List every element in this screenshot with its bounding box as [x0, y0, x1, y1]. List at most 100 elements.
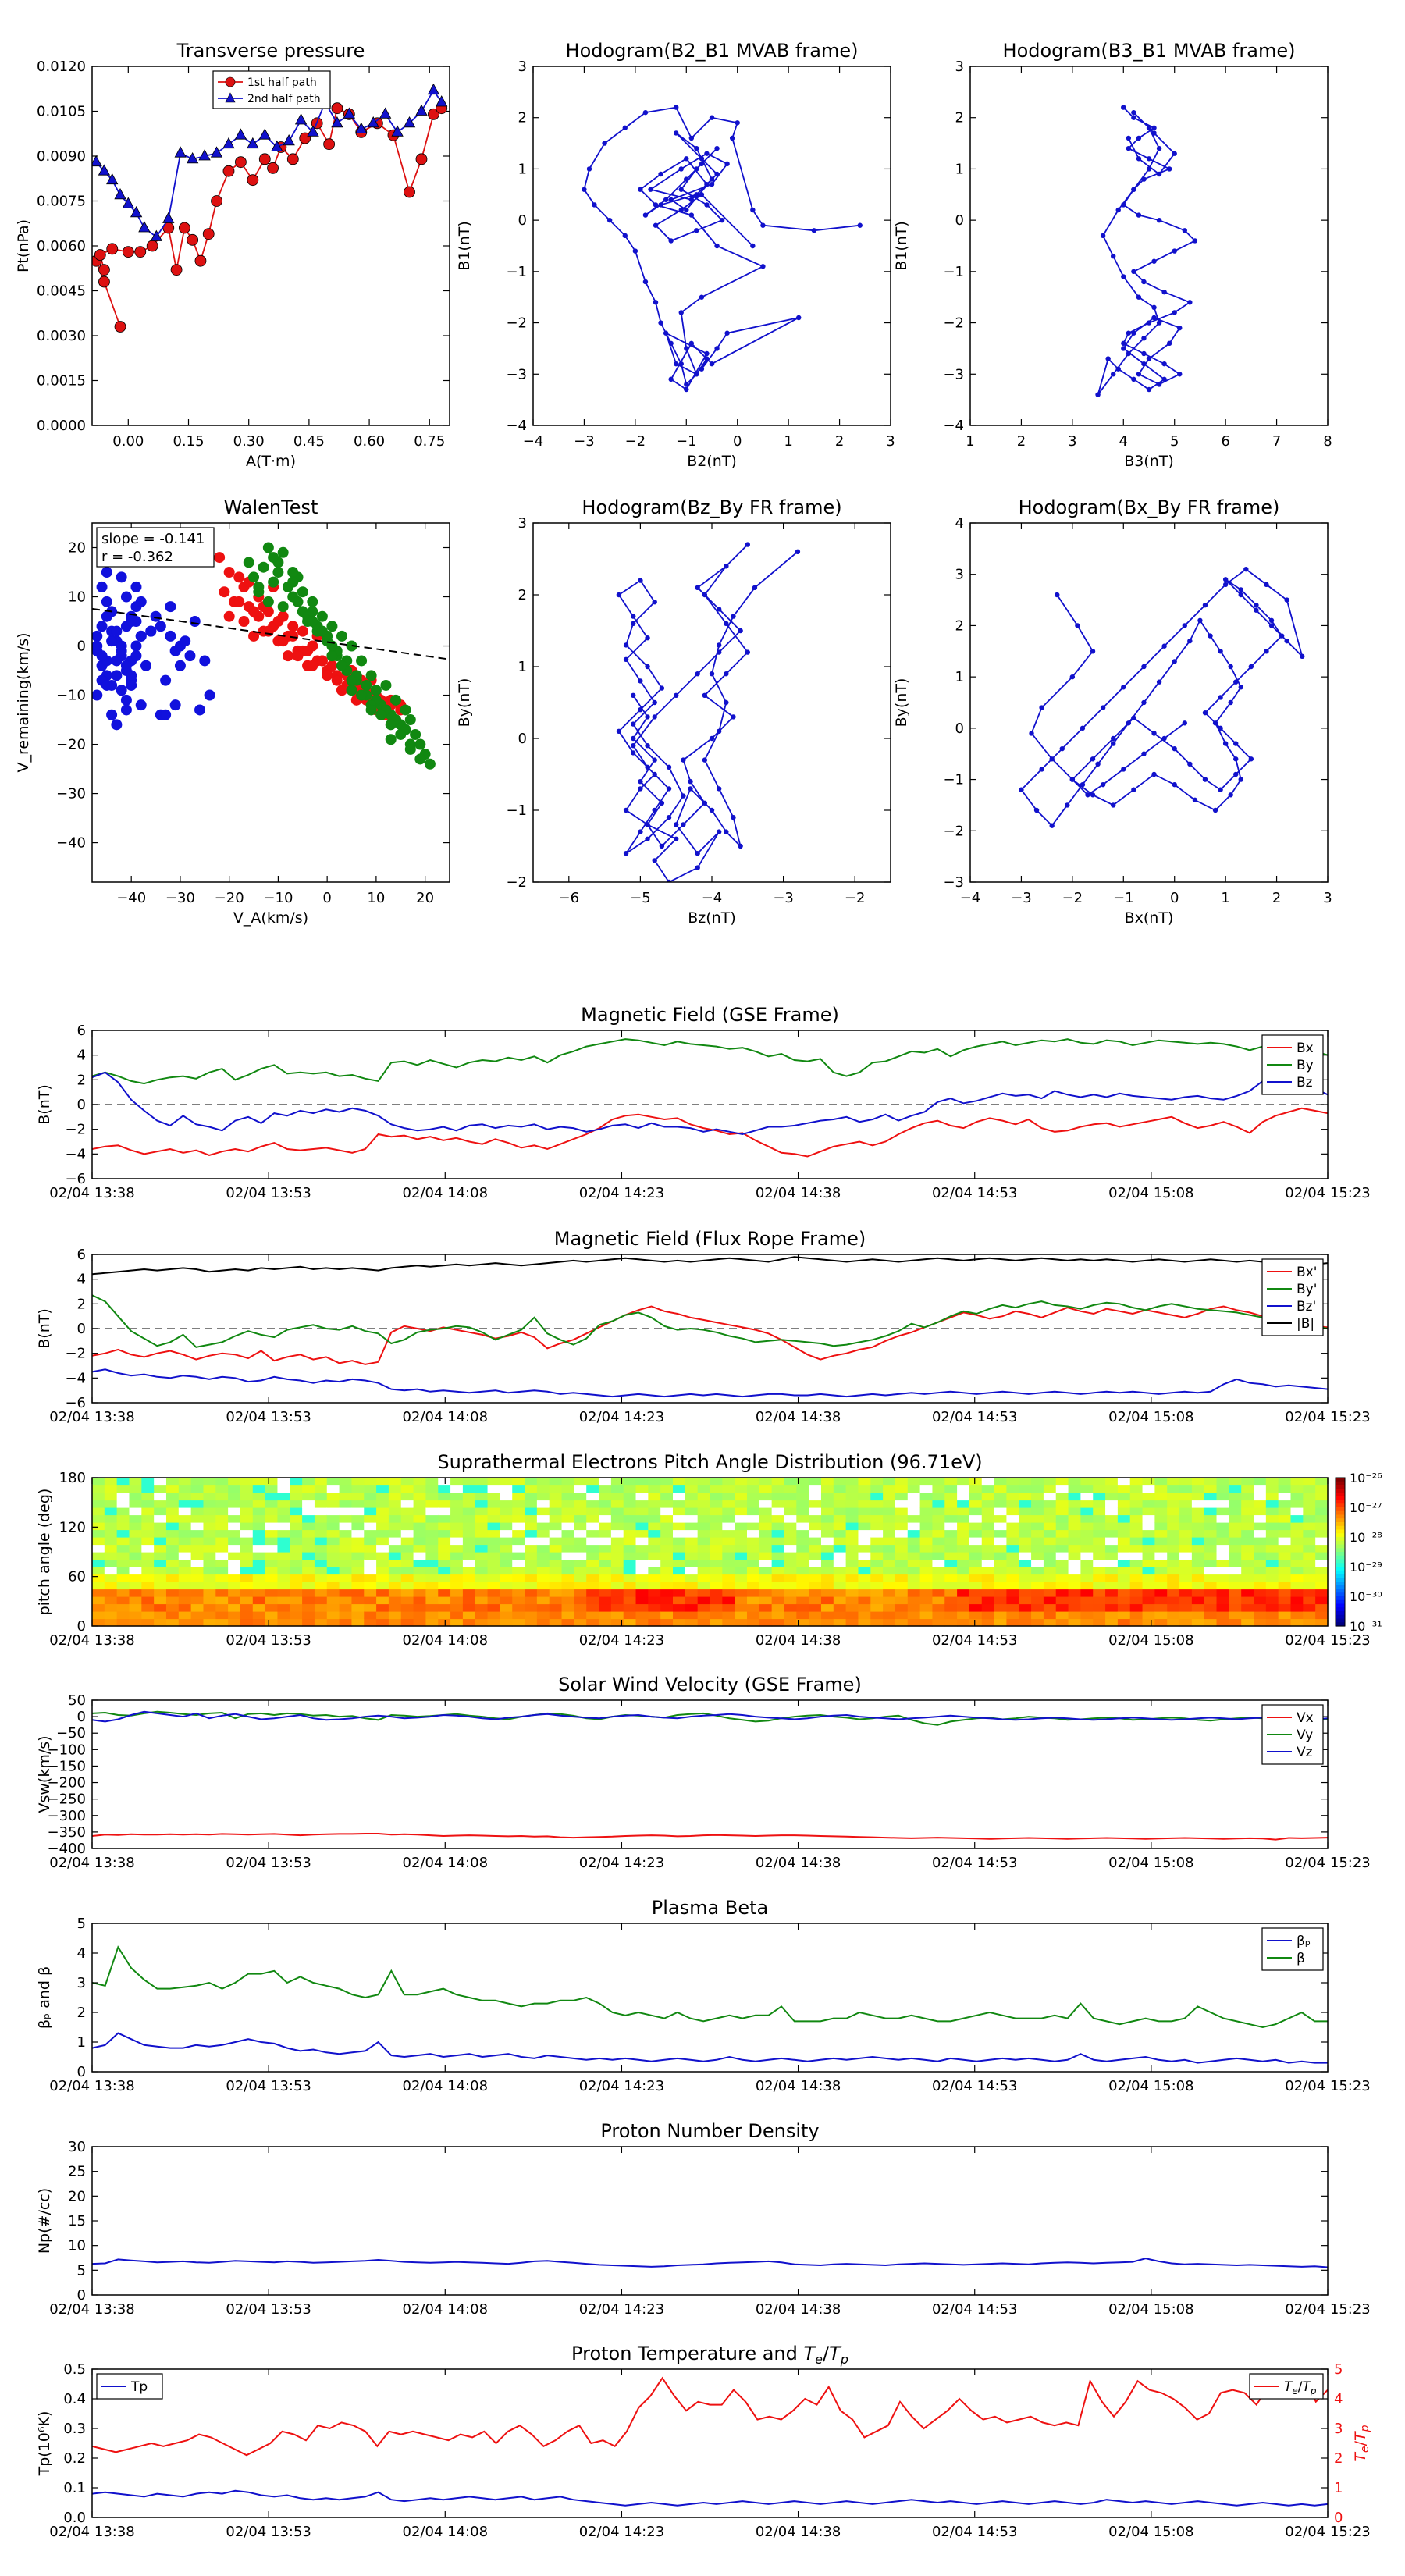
tp-point [92, 155, 102, 167]
hodo1-axes-frame [532, 66, 891, 426]
pad-cell [116, 1582, 130, 1590]
pad-cell [1278, 1544, 1292, 1553]
walen-title: WalenTest [224, 496, 318, 518]
pad-cell [635, 1537, 649, 1546]
walen-point [404, 743, 416, 755]
pad-cell [1055, 1500, 1069, 1508]
hodo4-point [1238, 592, 1243, 598]
bfr-axes-frame [91, 1254, 1329, 1404]
walen-point [101, 679, 112, 691]
pad-cell [1254, 1567, 1267, 1575]
pad-cell [154, 1544, 167, 1553]
hodo2-point [1182, 228, 1188, 233]
vsw-xtick-label: 02/04 13:38 [49, 1855, 134, 1871]
pad-cell [1278, 1618, 1292, 1627]
pad-cell [1019, 1529, 1032, 1538]
pad-cell [277, 1582, 290, 1590]
hodo4-point [1248, 756, 1254, 762]
pad-cell [512, 1522, 525, 1531]
bfr-ytick-label: 2 [77, 1296, 86, 1312]
pad-cell [994, 1485, 1008, 1493]
walen-point [336, 630, 347, 642]
walen-point [272, 567, 284, 578]
bfr-legend-label: Bx' [1297, 1265, 1317, 1280]
tp-ytick-label: 0.0030 [37, 328, 86, 344]
pad-cell [746, 1589, 760, 1597]
pad-cell [1068, 1514, 1081, 1523]
pad-cell [1006, 1582, 1019, 1590]
pad-cell [475, 1507, 489, 1516]
hodo4-point [1264, 582, 1269, 588]
hodo1-point [699, 156, 705, 162]
pad-cell [203, 1478, 216, 1486]
pad-cell [623, 1574, 637, 1582]
pad-cell [129, 1559, 142, 1567]
pad-cell [129, 1522, 142, 1531]
pad-cell [809, 1529, 822, 1538]
pad-cell [673, 1618, 686, 1627]
pad-cell [648, 1478, 661, 1486]
pad-cell [116, 1574, 130, 1582]
pad-cell [400, 1552, 414, 1560]
pad-cell [1191, 1544, 1205, 1553]
pad-cell [648, 1603, 661, 1612]
hodo2-xtick-label: 1 [966, 433, 974, 450]
pad-cell [932, 1514, 945, 1523]
tp-point [178, 222, 190, 234]
pad-cell [1204, 1529, 1218, 1538]
hodo2-point [1111, 253, 1116, 259]
pad-cell [376, 1522, 389, 1531]
temp-xtick-label: 02/04 15:08 [1108, 2524, 1193, 2540]
walen-point [302, 645, 314, 656]
pad-cell [1117, 1596, 1131, 1605]
pad-cell [1031, 1514, 1044, 1523]
walen-point [277, 635, 289, 647]
bgse-ytick-label: 2 [77, 1072, 86, 1088]
pad-cell [1154, 1582, 1168, 1590]
np-ylabel: Np(#/cc) [36, 2188, 53, 2254]
vsw-xtick-label: 02/04 15:23 [1285, 1855, 1370, 1871]
hodo1-point [668, 197, 674, 203]
pad-cell [1031, 1559, 1044, 1567]
pad-colorbar-step [1336, 1607, 1345, 1612]
pad-cell [1179, 1478, 1193, 1486]
pad-cell [400, 1559, 414, 1567]
pad-cell [339, 1618, 353, 1627]
pad-cell [1031, 1552, 1044, 1560]
pad-cell [351, 1507, 365, 1516]
pad-cell [438, 1478, 451, 1486]
pad-cell [413, 1529, 427, 1538]
pad-cell [1167, 1537, 1180, 1546]
pad-cell [1129, 1522, 1144, 1531]
pad-cell [833, 1522, 847, 1531]
pad-cell [685, 1544, 699, 1553]
pad-cell [388, 1500, 402, 1508]
pad-cell [561, 1596, 574, 1605]
walen-point [184, 650, 196, 662]
pad-cell [907, 1552, 921, 1560]
hodo1-point [684, 386, 689, 393]
pad-cell [746, 1596, 760, 1605]
pad-cell [462, 1596, 476, 1605]
pad-cell [895, 1611, 909, 1620]
pad-cell [1303, 1559, 1316, 1567]
pad-xtick-label: 02/04 15:23 [1285, 1632, 1370, 1649]
pad-cell [1019, 1567, 1032, 1575]
pad-cell [1080, 1603, 1094, 1612]
hodo2-point [1151, 258, 1157, 264]
hodo4-point [1049, 756, 1055, 762]
pad-cell [215, 1500, 229, 1508]
bgse-ytick-label: 6 [77, 1023, 86, 1039]
pad-cell [1254, 1500, 1267, 1508]
hodo4-point [1222, 577, 1229, 582]
pad-cell [1167, 1500, 1180, 1508]
hodo4-axes-frame [969, 522, 1329, 883]
hodo4-ytick-label: −2 [943, 823, 964, 839]
pad-cell [907, 1574, 921, 1582]
pad-cell [845, 1618, 859, 1627]
pad-cell [252, 1514, 266, 1523]
pad-cell [154, 1559, 167, 1567]
pad-cell [660, 1522, 674, 1531]
pad-cell [154, 1611, 167, 1620]
np-ytick-label: 25 [68, 2164, 86, 2180]
